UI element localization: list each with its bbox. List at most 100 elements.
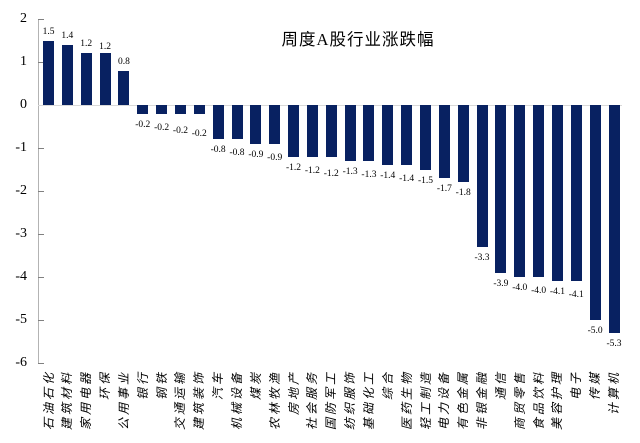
y-axis-tick-label: -6 xyxy=(15,355,27,370)
category-label: 建筑材料 xyxy=(60,370,75,431)
category-label: 医药生物 xyxy=(399,370,414,431)
bar-value-label: 1.2 xyxy=(99,42,111,53)
y-axis-tick xyxy=(38,363,44,364)
bar-value-label: -5.3 xyxy=(606,338,622,349)
category-label: 钢铁 xyxy=(154,370,169,401)
bar-value-label: -0.8 xyxy=(229,148,245,159)
y-axis-tick xyxy=(38,191,44,192)
category-label: 食品饮料 xyxy=(531,370,546,431)
bar xyxy=(344,105,356,161)
bar-value-label: -1.3 xyxy=(361,169,377,180)
bar xyxy=(401,105,413,166)
bar xyxy=(118,70,130,105)
bar xyxy=(533,105,545,277)
bar-value-label: -1.3 xyxy=(342,166,358,177)
category-label: 国防军工 xyxy=(324,370,339,431)
bar xyxy=(457,105,469,183)
category-label: 环保 xyxy=(98,370,113,401)
category-label: 通信 xyxy=(493,370,508,401)
category-label: 电子 xyxy=(569,370,584,401)
bar xyxy=(269,105,281,144)
y-axis-tick-label: -2 xyxy=(15,183,27,198)
category-label: 农林牧渔 xyxy=(267,370,282,431)
bar xyxy=(80,53,92,105)
y-axis-tick xyxy=(38,19,44,20)
bar-value-label: -4.1 xyxy=(549,287,565,298)
bar xyxy=(288,105,300,157)
category-label: 计算机 xyxy=(607,370,621,416)
bar-value-label: -0.2 xyxy=(172,125,188,136)
y-axis-tick xyxy=(38,234,44,235)
bar xyxy=(514,105,526,277)
category-label: 电力设备 xyxy=(437,370,452,431)
category-label: 房地产 xyxy=(286,370,301,416)
category-label: 美容护理 xyxy=(550,370,565,431)
y-axis-tick-label: 0 xyxy=(20,97,27,112)
bar xyxy=(363,105,375,161)
bar-value-label: 1.2 xyxy=(80,39,93,50)
category-label: 有色金属 xyxy=(456,370,471,431)
bar xyxy=(174,105,186,114)
category-label: 银行 xyxy=(135,370,150,401)
bar xyxy=(43,40,54,105)
category-label: 非银金融 xyxy=(475,370,490,431)
bar-value-label: -0.2 xyxy=(135,119,151,130)
bar-value-label: -0.9 xyxy=(248,149,264,160)
y-axis-tick-label: -1 xyxy=(15,140,27,155)
bar xyxy=(156,105,168,114)
bar xyxy=(99,53,111,105)
bar-value-label: 0.8 xyxy=(117,56,130,67)
bar xyxy=(193,105,205,114)
bar-value-label: -1.4 xyxy=(399,174,415,185)
y-axis-tick-label: 2 xyxy=(20,11,27,26)
bar-value-label: -4.1 xyxy=(568,290,584,301)
category-label: 公用事业 xyxy=(116,370,131,431)
bar-value-label: -1.5 xyxy=(417,175,434,186)
y-axis-tick-label: -3 xyxy=(15,226,27,241)
bar xyxy=(382,105,394,166)
bar-value-label: -0.2 xyxy=(191,128,207,139)
bar xyxy=(608,105,620,333)
bar xyxy=(420,105,431,170)
bar-value-label: -3.3 xyxy=(474,252,490,263)
category-label: 家用电器 xyxy=(79,370,94,431)
bar xyxy=(476,105,488,247)
category-label: 石油石化 xyxy=(41,370,56,431)
bar-value-label: -0.2 xyxy=(154,122,170,133)
bar xyxy=(589,105,601,320)
category-label: 社会服务 xyxy=(305,370,320,431)
bar xyxy=(250,105,262,144)
bar xyxy=(137,105,149,114)
y-axis-tick-label: 1 xyxy=(20,54,27,69)
bar-value-label: -5.0 xyxy=(587,326,603,336)
category-label: 机械设备 xyxy=(230,370,244,431)
y-axis-tick xyxy=(38,148,44,149)
bar xyxy=(570,105,582,282)
bar-value-label: -1.4 xyxy=(380,171,396,182)
bar-value-label: -1.7 xyxy=(436,184,452,195)
bar xyxy=(495,105,507,273)
bar-value-label: -1.2 xyxy=(286,162,302,173)
category-label: 商贸零售 xyxy=(512,370,527,431)
bar xyxy=(61,44,73,105)
bar-value-label: -1.2 xyxy=(304,165,320,176)
y-axis-tick xyxy=(38,62,44,63)
bar-value-label: -4.0 xyxy=(512,283,528,293)
bar xyxy=(325,105,337,157)
y-axis-tick-label: -4 xyxy=(15,269,27,284)
bar-value-label: -3.9 xyxy=(493,278,509,289)
category-label: 纺织服饰 xyxy=(343,370,358,431)
bar xyxy=(231,105,243,140)
y-axis-tick-label: -5 xyxy=(15,312,27,327)
category-label: 汽车 xyxy=(211,370,226,401)
bar-value-label: -1.2 xyxy=(323,168,339,179)
category-label: 传媒 xyxy=(588,370,603,401)
bar-value-label: 1.4 xyxy=(61,30,74,41)
bar xyxy=(306,105,318,157)
bar xyxy=(438,105,450,179)
chart-title: 周度A股行业涨跌幅 xyxy=(281,30,435,49)
category-label: 综合 xyxy=(380,370,395,401)
bar-value-label: -1.8 xyxy=(455,188,471,199)
bar-value-label: -0.8 xyxy=(210,145,226,156)
